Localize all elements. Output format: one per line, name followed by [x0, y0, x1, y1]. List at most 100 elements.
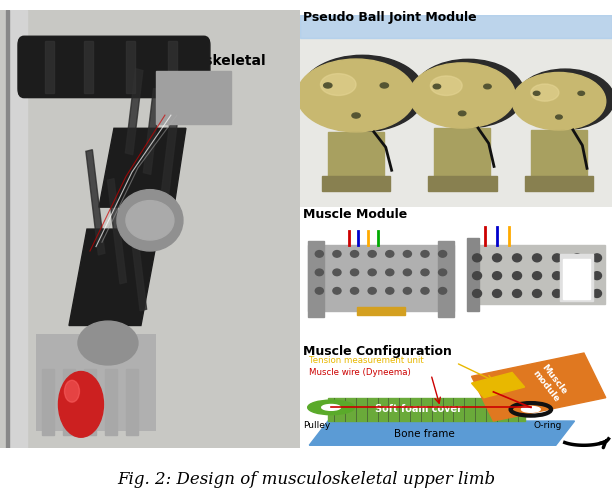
- Circle shape: [472, 272, 482, 279]
- Circle shape: [321, 74, 356, 96]
- Bar: [42, 370, 54, 435]
- Circle shape: [64, 380, 80, 402]
- Text: Musculoskeletal
Upper
Limb: Musculoskeletal Upper Limb: [141, 54, 267, 100]
- Bar: [466, 238, 479, 311]
- Polygon shape: [472, 373, 524, 398]
- Bar: [156, 71, 231, 124]
- Polygon shape: [99, 128, 186, 207]
- Circle shape: [458, 111, 466, 116]
- Circle shape: [59, 372, 103, 437]
- Circle shape: [512, 72, 606, 130]
- Ellipse shape: [126, 201, 174, 240]
- Circle shape: [534, 91, 540, 95]
- Text: Tension measurement unit: Tension measurement unit: [309, 356, 424, 366]
- Text: Muscle
module: Muscle module: [531, 363, 569, 404]
- Text: Fig. 2: Design of musculoskeletal upper limb: Fig. 2: Design of musculoskeletal upper …: [117, 471, 495, 488]
- Text: Muscle Configuration: Muscle Configuration: [303, 345, 452, 358]
- Circle shape: [403, 250, 411, 257]
- Circle shape: [322, 404, 340, 410]
- Circle shape: [439, 250, 447, 257]
- Bar: [45, 41, 54, 93]
- Bar: [168, 41, 177, 93]
- Bar: [6, 10, 9, 448]
- Circle shape: [421, 287, 429, 294]
- Circle shape: [351, 287, 359, 294]
- Bar: [128, 206, 147, 311]
- Bar: [108, 179, 127, 284]
- Circle shape: [572, 272, 581, 279]
- Circle shape: [532, 254, 542, 262]
- Polygon shape: [472, 353, 606, 421]
- Circle shape: [421, 250, 429, 257]
- Circle shape: [532, 289, 542, 297]
- Circle shape: [572, 254, 581, 262]
- Bar: [84, 370, 96, 435]
- Circle shape: [315, 287, 323, 294]
- Circle shape: [493, 254, 502, 262]
- Ellipse shape: [117, 190, 183, 251]
- Bar: [105, 370, 117, 435]
- Text: O-ring: O-ring: [534, 421, 562, 430]
- Bar: [559, 254, 592, 301]
- Circle shape: [368, 250, 376, 257]
- Bar: [63, 370, 75, 435]
- Bar: [438, 241, 454, 317]
- Circle shape: [472, 254, 482, 262]
- Circle shape: [386, 250, 394, 257]
- Circle shape: [532, 272, 542, 279]
- Circle shape: [351, 269, 359, 276]
- Text: Soft foam cover: Soft foam cover: [375, 404, 462, 414]
- Circle shape: [300, 55, 425, 132]
- Text: Muscle wire (Dyneema): Muscle wire (Dyneema): [309, 368, 411, 377]
- Circle shape: [324, 83, 332, 88]
- Circle shape: [493, 272, 502, 279]
- Circle shape: [351, 250, 359, 257]
- Circle shape: [439, 287, 447, 294]
- Bar: [357, 307, 405, 315]
- Circle shape: [308, 400, 354, 415]
- Circle shape: [578, 91, 584, 95]
- Bar: [162, 108, 179, 194]
- Circle shape: [521, 406, 540, 412]
- Circle shape: [352, 113, 360, 118]
- Bar: [308, 245, 454, 311]
- Circle shape: [403, 287, 411, 294]
- Circle shape: [592, 254, 602, 262]
- Bar: [428, 176, 496, 191]
- Bar: [126, 41, 135, 93]
- Ellipse shape: [78, 321, 138, 365]
- Bar: [126, 370, 138, 435]
- Circle shape: [333, 287, 341, 294]
- Circle shape: [592, 289, 602, 297]
- Circle shape: [368, 269, 376, 276]
- Text: Pseudo Ball Joint Module: Pseudo Ball Joint Module: [303, 11, 477, 24]
- Bar: [469, 245, 605, 304]
- Bar: [143, 88, 161, 174]
- Bar: [84, 41, 93, 93]
- Bar: [6, 10, 27, 448]
- Circle shape: [403, 269, 411, 276]
- Circle shape: [483, 84, 491, 89]
- Bar: [125, 69, 143, 155]
- Polygon shape: [69, 229, 159, 326]
- Circle shape: [315, 269, 323, 276]
- Text: Muscle Module: Muscle Module: [303, 208, 407, 221]
- Circle shape: [386, 269, 394, 276]
- Polygon shape: [309, 421, 575, 445]
- Bar: [562, 259, 589, 299]
- Circle shape: [493, 289, 502, 297]
- Bar: [86, 150, 105, 255]
- Polygon shape: [328, 398, 524, 421]
- Circle shape: [433, 84, 441, 89]
- Circle shape: [556, 115, 562, 119]
- Bar: [308, 241, 324, 317]
- Circle shape: [297, 59, 416, 132]
- Circle shape: [592, 272, 602, 279]
- Circle shape: [516, 69, 612, 129]
- Circle shape: [439, 269, 447, 276]
- Bar: [300, 15, 612, 38]
- Bar: [531, 130, 587, 184]
- Circle shape: [412, 59, 524, 128]
- Circle shape: [572, 289, 581, 297]
- Circle shape: [409, 63, 515, 128]
